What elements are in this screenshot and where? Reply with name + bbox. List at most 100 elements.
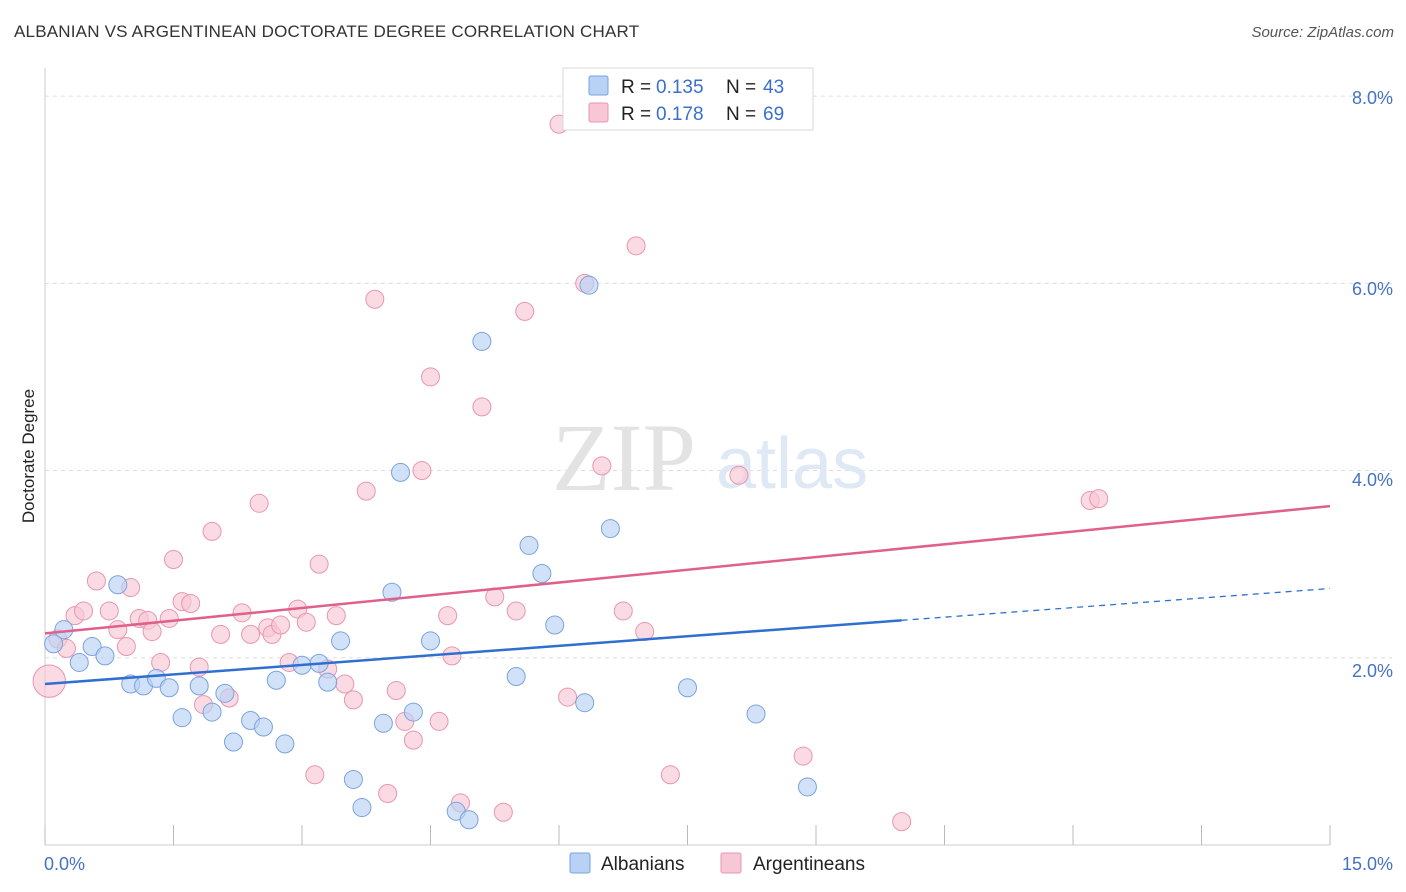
albanian-point-22 — [331, 631, 351, 651]
argentinean-point-38 — [356, 481, 376, 501]
argentinean-point-52 — [493, 802, 513, 822]
argentinean-point-41 — [386, 681, 406, 701]
albanian-point-4 — [95, 646, 115, 666]
series-legend: Albanians Argentineans — [569, 852, 865, 875]
axes-layer — [44, 68, 1331, 846]
argentinean-point-62 — [660, 765, 680, 785]
albanian-point-9 — [159, 678, 179, 698]
argentinean-point-46 — [429, 711, 449, 731]
watermark-zip: ZIP — [552, 404, 696, 511]
albanian-point-39 — [600, 519, 620, 539]
argentinean-point-59 — [613, 601, 633, 621]
albanian-point-18 — [275, 734, 295, 754]
argentinean-point-7 — [108, 620, 128, 640]
argentinean-point-60 — [626, 236, 646, 256]
legend-n-value-1: 43 — [763, 77, 784, 98]
albanian-point-10 — [172, 708, 192, 728]
albanian-point-29 — [421, 631, 440, 651]
legend-n-value-2: 69 — [763, 104, 784, 125]
albanian-point-35 — [532, 564, 552, 584]
argentinean-point-43 — [403, 730, 423, 750]
albanian-point-21 — [318, 672, 338, 692]
argentinean-trend-line — [44, 504, 1331, 635]
albanian-point-38 — [579, 275, 599, 295]
argentinean-point-24 — [241, 624, 261, 644]
albanian-point-11 — [189, 676, 209, 696]
argentinean-point-6 — [99, 601, 119, 621]
albanian-point-8 — [146, 668, 166, 688]
legend-argentineans-swatch — [720, 852, 742, 874]
argentinean-point-31 — [296, 612, 316, 632]
watermark: ZIP atlas — [552, 404, 868, 511]
argentinean-swatch — [588, 102, 609, 123]
argentinean-point-12 — [142, 622, 162, 642]
argentinean-point-54 — [515, 301, 535, 321]
albanian-point-3 — [82, 637, 102, 657]
argentinean-point-36 — [335, 674, 355, 694]
legend-n-label-1: N = — [726, 77, 756, 98]
argentinean-point-4 — [74, 601, 94, 621]
albanian-point-33 — [506, 666, 526, 686]
y-tick-label-2: 2.0% — [1352, 661, 1393, 681]
argentinean-point-28 — [271, 615, 291, 635]
legend-albanians-swatch — [569, 852, 591, 874]
albanian-point-5 — [108, 575, 128, 595]
argentinean-point-50 — [472, 397, 492, 417]
argentinean-point-39 — [365, 289, 385, 309]
argentinean-point-15 — [164, 549, 183, 569]
albanian-point-40 — [678, 678, 697, 698]
albanian-point-31 — [459, 810, 479, 830]
albanian-point-28 — [403, 702, 423, 722]
legend-n-label-2: N = — [726, 104, 756, 125]
albanian-point-12 — [202, 702, 222, 722]
argentinean-point-37 — [343, 690, 363, 710]
legend-r-label-2: R = — [621, 104, 651, 125]
albanian-point-26 — [382, 582, 402, 602]
y-axis-label: Doctorate Degree — [19, 389, 38, 523]
albanian-point-2 — [69, 652, 89, 672]
y-tick-label-8: 8.0% — [1352, 88, 1393, 108]
argentinean-point-40 — [378, 784, 398, 804]
argentinean-point-47 — [438, 606, 458, 626]
albanian-point-27 — [391, 462, 411, 482]
argentinean-point-8 — [116, 637, 136, 657]
albanian-point-13 — [215, 683, 235, 703]
source-label: Source: ZipAtlas.com — [1251, 24, 1394, 41]
albanian-point-16 — [253, 717, 273, 737]
albanian-point-0 — [44, 634, 64, 654]
albanian-point-32 — [472, 331, 492, 351]
legend-r-label-1: R = — [621, 77, 651, 98]
argentinean-point-64 — [793, 746, 813, 766]
albanian-point-41 — [746, 704, 766, 724]
argentinean-point-32 — [305, 765, 325, 785]
legend-r-value-1: 0.135 — [656, 77, 704, 98]
argentinean-point-21 — [211, 624, 231, 644]
argentinean-point-45 — [421, 367, 440, 387]
albanian-point-14 — [223, 732, 243, 752]
argentinean-point-63 — [729, 465, 749, 485]
albanian-point-24 — [352, 798, 372, 818]
argentinean-point-25 — [249, 493, 269, 513]
argentinean-point-48 — [442, 646, 462, 666]
albanian-point-42 — [797, 777, 817, 797]
albanian-swatch — [588, 75, 609, 96]
x-tick-label-max: 15.0% — [1342, 854, 1393, 874]
stats-legend: R = 0.135 N = 43 R = 0.178 N = 69 — [562, 67, 814, 131]
argentinean-point-53 — [506, 601, 526, 621]
argentinean-point-33 — [309, 554, 329, 574]
legend-r-value-2: 0.178 — [656, 104, 704, 125]
argentinean-point-44 — [412, 461, 432, 481]
argentinean-point-17 — [181, 593, 201, 613]
argentinean-point-20 — [202, 521, 222, 541]
argentinean-point-0 — [32, 664, 66, 698]
albanian-point-17 — [266, 670, 286, 690]
argentinean-point-14 — [159, 608, 179, 628]
chart-title: ALBANIAN VS ARGENTINEAN DOCTORATE DEGREE… — [14, 22, 640, 41]
albanian-point-36 — [545, 615, 565, 635]
albanian-trend-line — [44, 619, 902, 686]
albanian-point-23 — [343, 769, 363, 789]
legend-argentineans-label: Argentineans — [753, 854, 865, 875]
albanian-trend-extension — [901, 587, 1331, 621]
albanian-point-37 — [575, 693, 595, 713]
